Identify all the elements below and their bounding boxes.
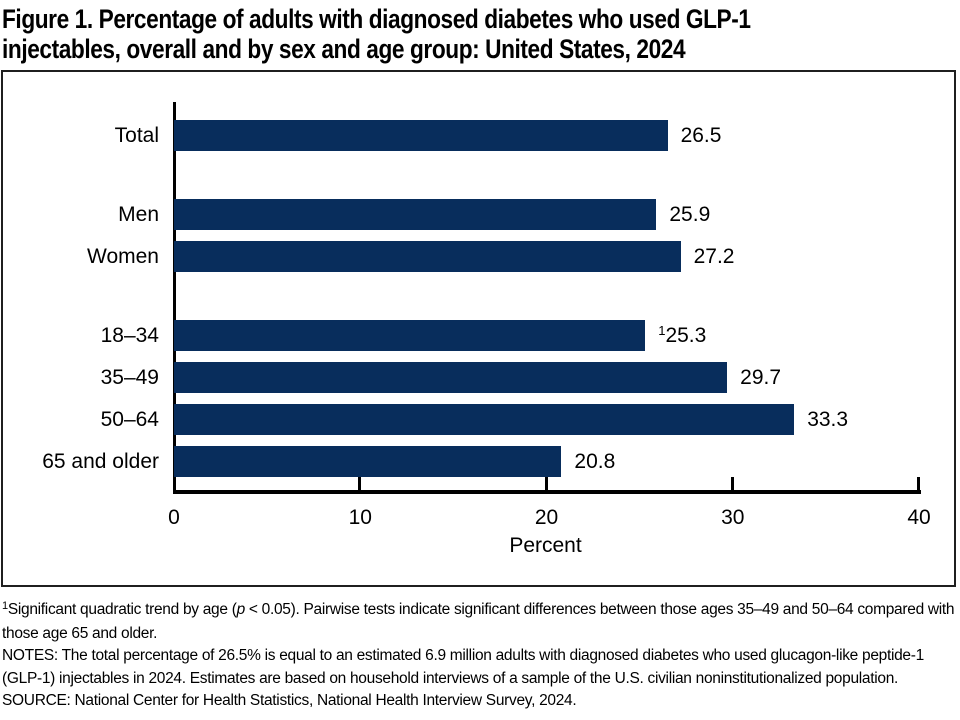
footnote-marker: 1: [2, 600, 8, 612]
category-label-18-34: 18–34: [100, 324, 159, 347]
value-label-65-and-older: 20.8: [574, 450, 616, 473]
footnote-notes: NOTES: The total percentage of 26.5% is …: [2, 647, 924, 687]
bar-chart-plot-area: 0 10 20 30 40 Percent Total 26.5 Men 25.9 Women 27.…: [3, 72, 954, 585]
figure-title-line1: Figure 1. Percentage of adults with diag…: [2, 4, 751, 34]
x-tick-label-10: 10: [348, 506, 372, 529]
x-tick-label-0: 0: [168, 506, 180, 529]
category-label-65-and-older: 65 and older: [42, 450, 159, 473]
x-tick-label-40: 40: [907, 506, 931, 529]
footnote-p-italic: p: [236, 601, 246, 618]
bar-total: [174, 120, 668, 151]
chart-frame: 0 10 20 30 40 Percent Total 26.5 Men 25.9 Women 27.…: [1, 70, 956, 587]
category-label-total: Total: [114, 124, 159, 147]
bar-men: [174, 199, 657, 230]
category-label-women: Women: [87, 245, 159, 268]
value-label-35-49: 29.7: [740, 366, 782, 389]
x-axis-tick-40: [917, 477, 920, 490]
footnotes-block: 1Significant quadratic trend by age (p <…: [2, 599, 956, 713]
x-tick-label-30: 30: [721, 506, 745, 529]
value-label-18-34: 125.3: [658, 323, 707, 347]
bar-35-49: [174, 362, 728, 393]
x-axis-title: Percent: [509, 534, 582, 557]
bar-women: [174, 241, 681, 272]
x-axis-tick-10: [358, 477, 362, 490]
figure-title: Figure 1. Percentage of adults with diag…: [2, 4, 960, 64]
value-label-women: 27.2: [693, 245, 735, 268]
value-label-total: 26.5: [680, 124, 722, 147]
value-label-50-64: 33.3: [807, 408, 849, 431]
value-label-men: 25.9: [669, 203, 711, 226]
x-axis-tick-20: [544, 477, 548, 490]
figure-title-line2: injectables, overall and by sex and age …: [2, 34, 686, 64]
footnote-text-pre: Significant quadratic trend by age (: [7, 601, 237, 618]
x-axis-tick-30: [730, 477, 734, 490]
category-label-men: Men: [118, 203, 159, 226]
value-footnote-marker-18-34: 1: [658, 323, 666, 338]
bar-65-and-older: [174, 446, 562, 477]
x-tick-label-20: 20: [534, 506, 559, 529]
category-label-35-49: 35–49: [100, 366, 159, 389]
footnote-significance: 1Significant quadratic trend by age (p <…: [2, 599, 956, 645]
x-axis-line: [173, 490, 921, 494]
y-axis-line: [173, 102, 176, 494]
bar-50-64: [174, 404, 795, 435]
footnote-source: SOURCE: National Center for Health Stati…: [2, 692, 577, 709]
category-label-50-64: 50–64: [100, 408, 159, 431]
bar-18-34: [174, 320, 646, 351]
footnote-text-post: < 0.05). Pairwise tests indicate signifi…: [2, 601, 955, 642]
